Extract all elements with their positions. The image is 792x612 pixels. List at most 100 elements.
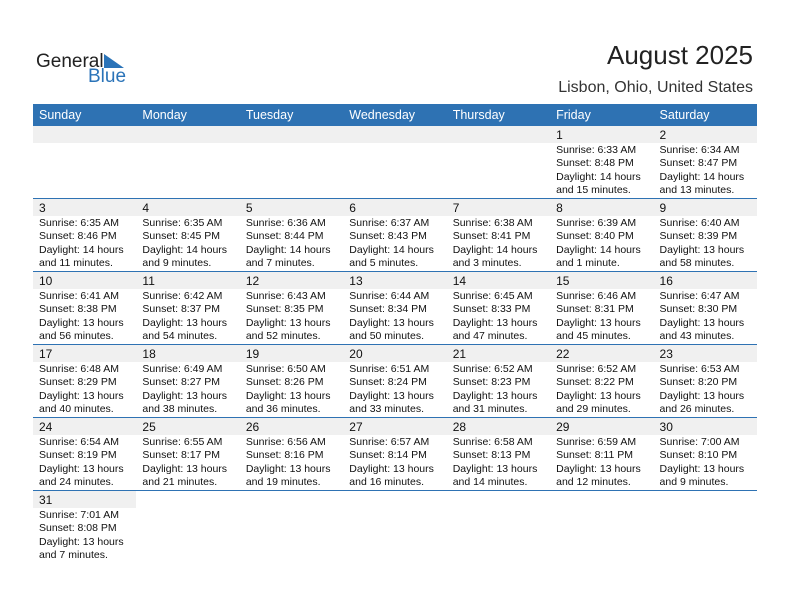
daylight-text: Daylight: 13 hours <box>349 389 434 402</box>
daylight-text: Daylight: 13 hours <box>39 462 124 475</box>
sunrise-text: Sunrise: 6:33 AM <box>556 144 637 156</box>
daylight-text: Daylight: 13 hours <box>349 316 434 329</box>
day-number: 12 <box>245 274 260 288</box>
sunset-text: Sunset: 8:30 PM <box>659 303 738 316</box>
sunset-text: Sunset: 8:39 PM <box>659 230 738 243</box>
daylight-minutes-text: and 54 minutes. <box>142 330 218 343</box>
daylight-text: Daylight: 13 hours <box>659 316 745 329</box>
calendar: Sunday Monday Tuesday Wednesday Thursday Frid… <box>33 104 757 564</box>
sunset-text: Sunset: 8:44 PM <box>245 230 324 243</box>
sunset-text: Sunset: 8:31 PM <box>556 303 634 316</box>
sunset-text: Sunset: 8:46 PM <box>39 230 117 243</box>
daylight-minutes-text: and 7 minutes. <box>245 257 315 270</box>
sunrise-text: Sunrise: 6:48 AM <box>39 363 119 375</box>
logo-triangle-icon <box>104 54 124 68</box>
weekday-sunday: Sunday <box>39 108 82 122</box>
sunset-text: Sunset: 8:33 PM <box>452 303 531 316</box>
daylight-minutes-text: and 11 minutes. <box>39 257 113 270</box>
day-number: 11 <box>142 274 155 288</box>
sunset-text: Sunset: 8:11 PM <box>556 449 633 462</box>
date-band <box>33 418 757 435</box>
sunset-text: Sunset: 8:37 PM <box>142 303 221 316</box>
daylight-text: Daylight: 14 hours <box>142 243 228 256</box>
day-cell: 11 Sunrise: 6:42 AM Sunset: 8:37 PM Dayligh… <box>136 272 239 344</box>
daylight-text: Daylight: 13 hours <box>39 535 124 548</box>
day-number: 30 <box>659 420 673 434</box>
day-number: 7 <box>452 201 460 215</box>
day-number: 22 <box>556 347 570 361</box>
empty-cell <box>33 126 136 198</box>
day-cell: 29 Sunrise: 6:59 AM Sunset: 8:11 PM Dayligh… <box>550 418 653 490</box>
week-row: 10 Sunrise: 6:41 AM Sunset: 8:38 PM Dayligh… <box>33 272 757 345</box>
sunset-text: Sunset: 8:16 PM <box>245 449 324 462</box>
day-number: 31 <box>39 493 53 507</box>
sunrise-text: Sunrise: 6:56 AM <box>245 436 326 448</box>
empty-cell <box>447 126 550 198</box>
day-cell: 12 Sunrise: 6:43 AM Sunset: 8:35 PM Dayligh… <box>240 272 343 344</box>
daylight-minutes-text: and 26 minutes. <box>659 403 735 416</box>
daylight-minutes-text: and 43 minutes. <box>659 330 735 343</box>
daylight-minutes-text: and 47 minutes. <box>452 330 528 343</box>
day-cell: 2 Sunrise: 6:34 AM Sunset: 8:47 PM Daylight… <box>654 126 757 198</box>
empty-cell <box>136 126 239 198</box>
day-number: 26 <box>245 420 260 434</box>
day-number: 1 <box>556 128 563 142</box>
day-cell: 8 Sunrise: 6:39 AM Sunset: 8:40 PM Daylight… <box>550 199 653 271</box>
daylight-text: Daylight: 13 hours <box>142 462 228 475</box>
daylight-text: Daylight: 14 hours <box>556 243 641 256</box>
sunrise-text: Sunrise: 6:52 AM <box>452 363 533 375</box>
sunrise-text: Sunrise: 6:52 AM <box>556 363 637 375</box>
daylight-minutes-text: and 24 minutes. <box>39 476 114 489</box>
date-band <box>33 199 757 216</box>
sunset-text: Sunset: 8:22 PM <box>556 376 634 389</box>
daylight-minutes-text: and 13 minutes. <box>659 184 735 197</box>
weekday-header: Sunday Monday Tuesday Wednesday Thursday Frid… <box>33 104 757 126</box>
sunrise-text: Sunrise: 6:46 AM <box>556 290 637 302</box>
week-row: 24 Sunrise: 6:54 AM Sunset: 8:19 PM Dayligh… <box>33 418 757 491</box>
sunrise-text: Sunrise: 6:38 AM <box>452 217 533 229</box>
day-number: 21 <box>452 347 467 361</box>
daylight-minutes-text: and 7 minutes. <box>39 549 108 562</box>
day-number: 28 <box>452 420 467 434</box>
sunset-text: Sunset: 8:10 PM <box>659 449 738 462</box>
sunset-text: Sunset: 8:48 PM <box>556 157 634 170</box>
day-number: 29 <box>556 420 570 434</box>
daylight-minutes-text: and 9 minutes. <box>659 476 729 489</box>
day-cell: 1 Sunrise: 6:33 AM Sunset: 8:48 PM Daylight… <box>550 126 653 198</box>
weekday-thursday: Thursday <box>452 108 505 122</box>
day-number: 14 <box>452 274 467 288</box>
daylight-minutes-text: and 15 minutes. <box>556 184 631 197</box>
empty-cell <box>343 126 446 198</box>
day-cell: 22 Sunrise: 6:52 AM Sunset: 8:22 PM Dayligh… <box>550 345 653 417</box>
day-number: 24 <box>39 420 53 434</box>
sunrise-text: Sunrise: 6:57 AM <box>349 436 430 448</box>
weekday-friday: Friday <box>556 108 591 122</box>
sunset-text: Sunset: 8:35 PM <box>245 303 324 316</box>
daylight-minutes-text: and 19 minutes. <box>245 476 321 489</box>
weekday-wednesday: Wednesday <box>349 108 416 122</box>
daylight-text: Daylight: 14 hours <box>556 170 641 183</box>
day-cell: 24 Sunrise: 6:54 AM Sunset: 8:19 PM Dayligh… <box>33 418 136 490</box>
sunrise-text: Sunrise: 6:40 AM <box>659 217 740 229</box>
day-number: 15 <box>556 274 570 288</box>
weekday-tuesday: Tuesday <box>245 108 294 122</box>
sunrise-text: Sunrise: 6:42 AM <box>142 290 223 302</box>
daylight-text: Daylight: 13 hours <box>659 243 745 256</box>
sunrise-text: Sunrise: 6:44 AM <box>349 290 430 302</box>
sunrise-text: Sunrise: 6:43 AM <box>245 290 326 302</box>
daylight-text: Daylight: 14 hours <box>452 243 538 256</box>
sunrise-text: Sunrise: 6:49 AM <box>142 363 223 375</box>
daylight-text: Daylight: 13 hours <box>245 462 331 475</box>
daylight-text: Daylight: 14 hours <box>39 243 124 256</box>
day-cell: 20 Sunrise: 6:51 AM Sunset: 8:24 PM Dayligh… <box>343 345 446 417</box>
week-row: 1 Sunrise: 6:33 AM Sunset: 8:48 PM Daylight… <box>33 126 757 199</box>
sunset-text: Sunset: 8:20 PM <box>659 376 738 389</box>
daylight-text: Daylight: 13 hours <box>452 389 538 402</box>
date-band <box>33 491 137 508</box>
sunrise-text: Sunrise: 6:59 AM <box>556 436 637 448</box>
sunset-text: Sunset: 8:26 PM <box>245 376 324 389</box>
day-number: 18 <box>142 347 156 361</box>
date-band <box>33 345 757 362</box>
empty-cell <box>240 491 343 563</box>
sunrise-text: Sunrise: 6:58 AM <box>452 436 533 448</box>
